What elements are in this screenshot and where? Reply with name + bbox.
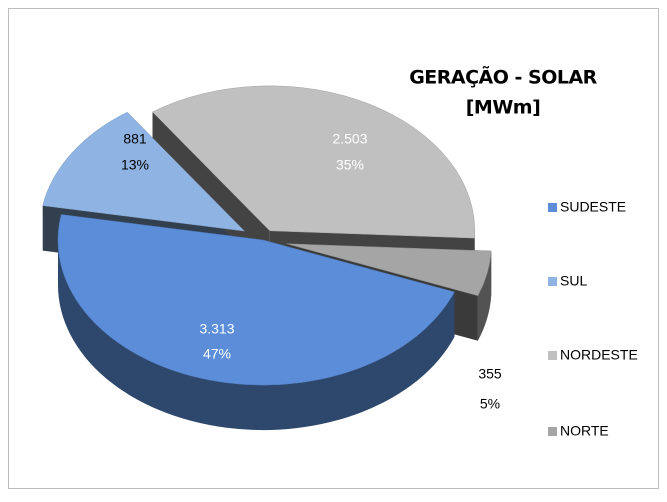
legend-label: SUDESTE (560, 199, 626, 215)
legend-swatch (548, 277, 557, 286)
percent-label: 5% (480, 396, 500, 412)
percent-label: 35% (336, 157, 364, 173)
percent-label: 13% (121, 157, 149, 173)
value-label: 2.503 (332, 131, 367, 147)
chart-title: GERAÇÃO - SOLAR (409, 65, 597, 89)
percent-label: 47% (203, 346, 231, 362)
legend-swatch (548, 203, 557, 212)
legend-label: NORTE (560, 423, 609, 439)
legend-swatch (548, 351, 557, 360)
value-label: 355 (478, 366, 502, 382)
chart-subtitle: [MWm] (466, 97, 541, 119)
legend-swatch (548, 427, 557, 436)
legend-label: NORDESTE (560, 347, 638, 363)
legend-label: SUL (560, 273, 587, 289)
value-label: 881 (123, 131, 147, 147)
value-label: 3.313 (199, 321, 234, 337)
